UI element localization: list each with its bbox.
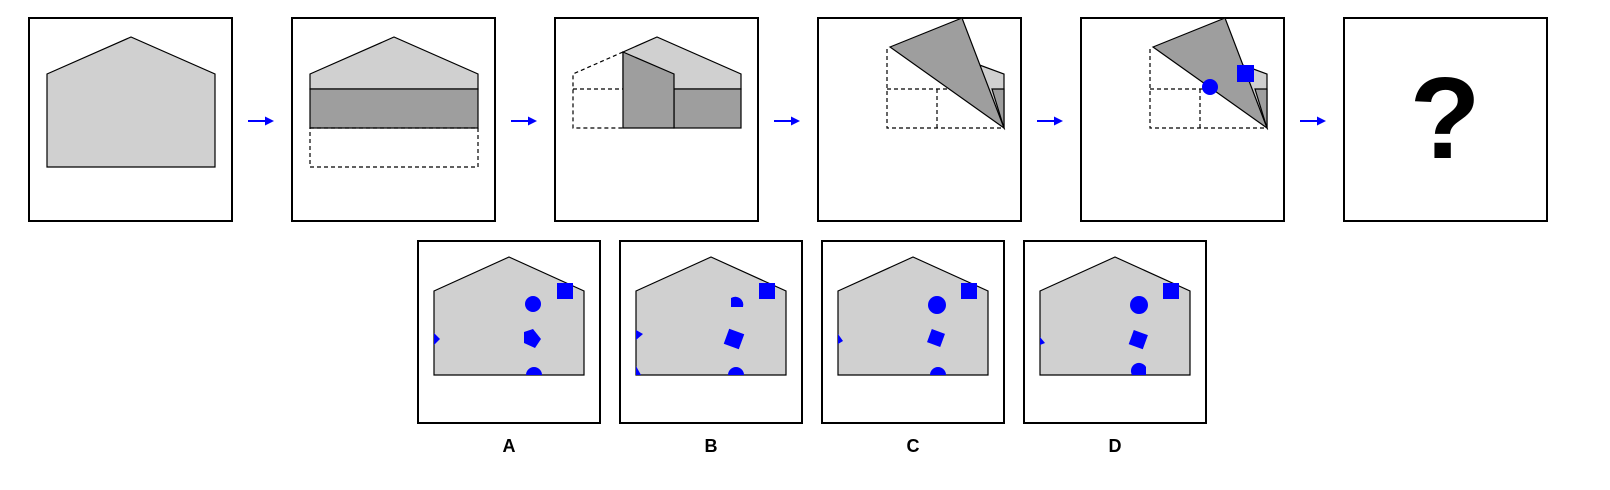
- step-5-square-hole: [1237, 65, 1254, 82]
- arrow-3: [774, 116, 800, 126]
- option-d-partial-circle-bottom: [1130, 362, 1146, 375]
- option-b-half-circle-bottom: [728, 367, 744, 375]
- option-b-edge-mark-top: [636, 330, 643, 340]
- step-3-folded-flap: [622, 51, 675, 129]
- option-d-label: D: [1109, 436, 1122, 456]
- option-d-square-middle: [1128, 330, 1148, 350]
- arrow-4: [1037, 116, 1063, 126]
- option-d[interactable]: D: [1023, 240, 1207, 456]
- option-c-square-top: [961, 283, 977, 299]
- step-3-right-strip: [673, 88, 742, 129]
- step-2-panel: [291, 17, 496, 222]
- arrow-5: [1300, 116, 1326, 126]
- step-5-circle-hole: [1202, 79, 1218, 95]
- arrow-1: [248, 116, 274, 126]
- option-c-square-middle: [927, 329, 945, 347]
- option-b-paper: [635, 256, 787, 376]
- option-a-shape-middle: [524, 329, 541, 348]
- option-a-edge-mark: [434, 333, 440, 345]
- option-a-square-top: [557, 283, 573, 299]
- option-a-circle-top: [525, 296, 541, 312]
- option-a-paper: [433, 256, 585, 376]
- step-2-paper-top: [309, 36, 479, 90]
- option-d-square-top: [1163, 283, 1179, 299]
- step-1-paper: [46, 36, 216, 168]
- option-c-paper: [837, 256, 989, 376]
- option-c-edge-mark: [838, 334, 843, 344]
- option-c[interactable]: C: [821, 240, 1005, 456]
- step-1-panel: [28, 17, 233, 222]
- step-4-paper-strip: [991, 88, 1005, 129]
- option-a-label: A: [503, 436, 516, 456]
- option-d-paper: [1039, 256, 1191, 376]
- arrow-2: [511, 116, 537, 126]
- step-5-dashed-outline: [1149, 49, 1267, 129]
- question-frame: [1343, 17, 1548, 222]
- option-a[interactable]: A: [417, 240, 601, 456]
- option-b[interactable]: B: [619, 240, 803, 456]
- question-mark: ?: [1410, 53, 1481, 183]
- answer-panel: ?: [1343, 17, 1548, 222]
- step-2-folded-strip: [309, 88, 479, 129]
- option-d-circle-top: [1130, 296, 1148, 314]
- option-a-half-circle-bottom: [526, 367, 542, 375]
- option-b-quarter-circle-top: [731, 296, 744, 307]
- option-d-edge-mark: [1040, 337, 1045, 345]
- step-3-dashed-outline: [572, 51, 624, 129]
- option-b-square-top: [759, 283, 775, 299]
- step-4-folded-triangle: [888, 17, 1006, 130]
- option-c-half-circle-bottom: [930, 367, 946, 375]
- option-b-square-middle: [723, 328, 745, 350]
- step-4-panel: [817, 17, 1022, 222]
- step-3-panel: [554, 17, 759, 222]
- step-2-dashed-outline: [309, 127, 479, 168]
- step-5-paper-strip: [1254, 88, 1268, 129]
- option-b-edge-mark-bottom: [636, 366, 641, 375]
- option-b-label: B: [705, 436, 718, 456]
- option-c-circle-top: [928, 296, 946, 314]
- option-c-label: C: [907, 436, 920, 456]
- step-5-panel: [1080, 17, 1285, 222]
- step-4-dashed-outline: [886, 49, 1004, 129]
